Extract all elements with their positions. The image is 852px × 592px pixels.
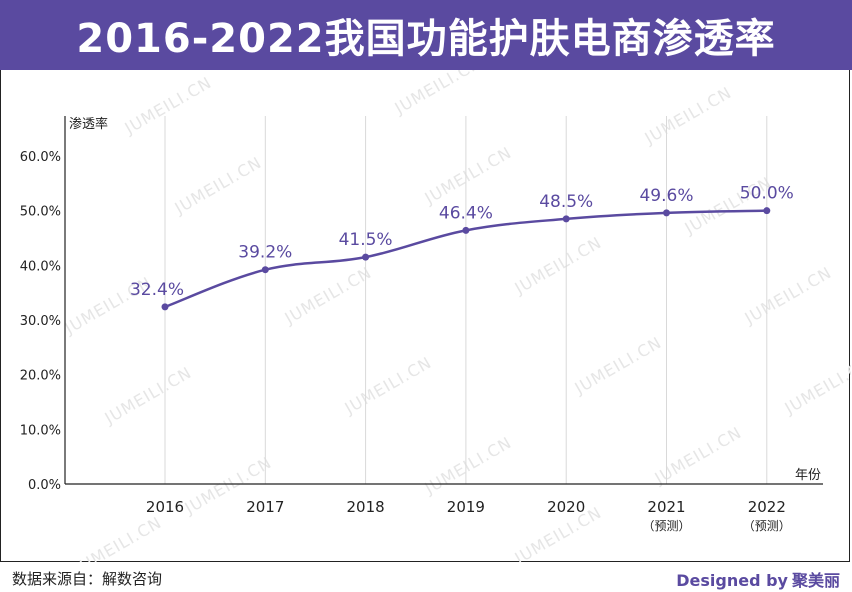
data-label-2020: 48.5% — [539, 192, 593, 212]
data-label-2016: 32.4% — [130, 280, 184, 300]
x-tick-label-2018: 2018 — [347, 498, 385, 516]
brand-name: 聚美丽 — [791, 571, 840, 590]
data-point-2017 — [261, 266, 269, 274]
data-point-2022 — [763, 207, 771, 215]
x-tick-label-2021: 2021 — [647, 498, 685, 516]
chart-card: JUMEILI.CN JUMEILI.CN JUMEILI.CN JUMEILI.CN… — [0, 70, 851, 562]
x-tick-label-2017: 2017 — [246, 498, 284, 516]
data-point-2019 — [462, 226, 470, 234]
x-tick-sublabel-2021: （预测） — [642, 519, 690, 533]
x-tick-label-2020: 2020 — [547, 498, 585, 516]
y-tick-label-0.0%: 0.0% — [28, 478, 61, 493]
watermark-text-16: JUMEILI.CN — [651, 423, 745, 488]
y-tick-label-10.0%: 10.0% — [20, 423, 61, 438]
x-tick-label-2016: 2016 — [146, 498, 184, 516]
y-axis-title: 渗透率 — [69, 116, 108, 132]
page-title: 2016-2022我国功能护肤电商渗透率 — [76, 16, 776, 62]
watermark-text-15: JUMEILI.CN — [421, 433, 515, 498]
watermark-text-7: JUMEILI.CN — [281, 263, 375, 328]
data-point-2020 — [562, 215, 570, 223]
data-label-2022: 50.0% — [740, 184, 794, 204]
data-label-2021: 49.6% — [639, 186, 693, 206]
data-point-2018 — [362, 253, 370, 261]
watermark-text-8: JUMEILI.CN — [511, 233, 605, 298]
watermark-text-2: JUMEILI.CN — [641, 83, 735, 148]
data-label-2018: 41.5% — [339, 230, 393, 250]
y-tick-label-60.0%: 60.0% — [20, 150, 61, 165]
data-label-2019: 46.4% — [439, 203, 493, 223]
footer: 数据来源自：解数咨询 Designed by 聚美丽 — [0, 562, 852, 592]
watermark-text-1: JUMEILI.CN — [391, 70, 485, 118]
watermark-text-10: JUMEILI.CN — [101, 363, 195, 428]
line-chart: JUMEILI.CN JUMEILI.CN JUMEILI.CNJUMEILI.CN… — [20, 70, 851, 562]
credit: Designed by 聚美丽 — [676, 567, 840, 591]
x-tick-label-2022: 2022 — [748, 498, 786, 516]
watermark-text-0: JUMEILI.CN — [121, 73, 215, 138]
x-axis-title: 年份 — [795, 468, 821, 483]
watermark-text-4: JUMEILI.CN — [421, 143, 515, 208]
watermark-text-9: JUMEILI.CN — [741, 263, 835, 328]
y-tick-label-20.0%: 20.0% — [20, 369, 61, 384]
watermark-text-11: JUMEILI.CN — [341, 353, 435, 418]
data-label-2017: 39.2% — [238, 243, 292, 263]
data-point-2021 — [663, 209, 670, 217]
x-tick-label-2019: 2019 — [447, 498, 485, 516]
data-point-2016 — [161, 303, 169, 311]
y-tick-label-30.0%: 30.0% — [20, 314, 61, 329]
data-source: 数据来源自：解数咨询 — [12, 570, 163, 588]
watermark-text-13: JUMEILI.CN — [781, 353, 851, 418]
watermark-text-5: JUMEILI.CN — [681, 173, 775, 238]
title-bar: 2016-2022我国功能护肤电商渗透率 — [0, 0, 852, 70]
y-tick-label-40.0%: 40.0% — [20, 259, 61, 274]
watermark-text-17: JUMEILI.CN — [71, 513, 165, 562]
watermark-text-3: JUMEILI.CN — [171, 153, 265, 218]
y-tick-label-50.0%: 50.0% — [20, 205, 61, 220]
x-tick-sublabel-2022: （预测） — [743, 519, 791, 533]
watermark-text-12: JUMEILI.CN — [571, 333, 665, 398]
designed-by-label: Designed by — [676, 571, 788, 590]
